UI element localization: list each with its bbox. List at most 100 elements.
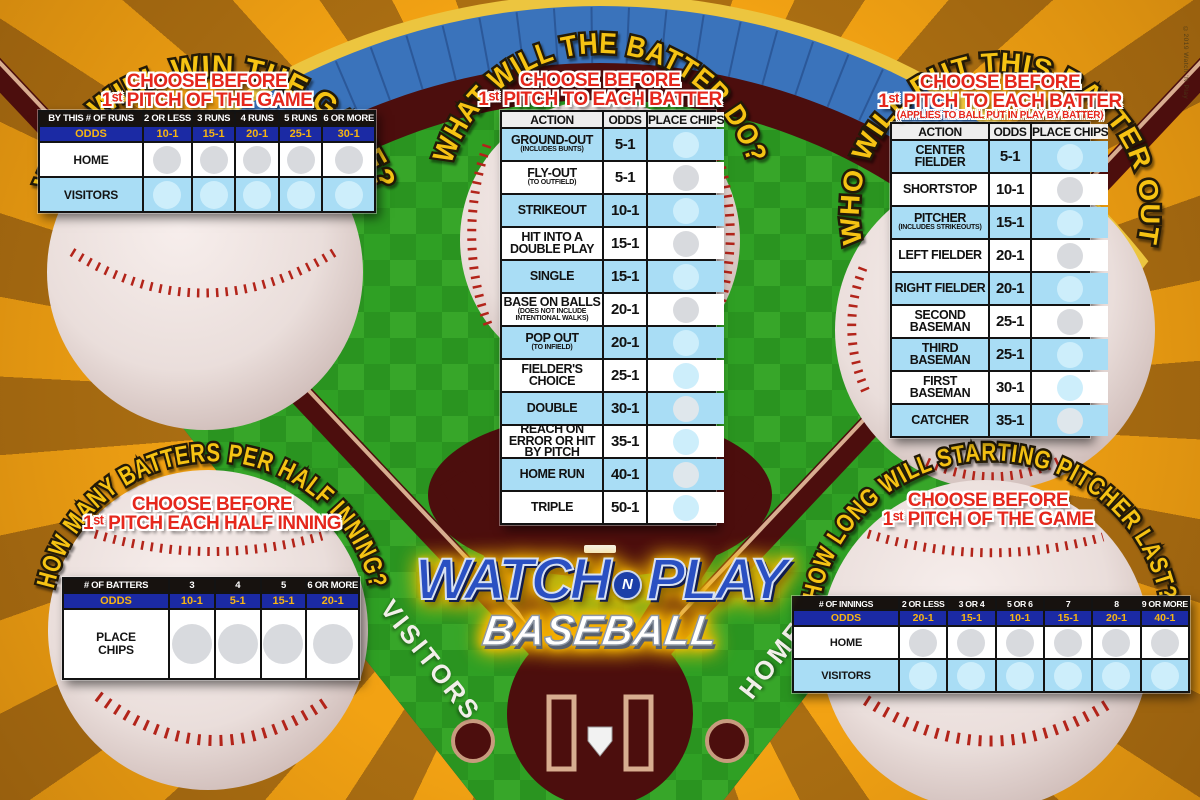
chip-slot[interactable] [648,426,725,457]
odds-label: ODDS [794,611,898,625]
subtitle-batter-do: CHOOSE BEFORE 1ˢᵗ PITCH TO EACH BATTER [478,70,722,110]
subtitle-batter-out: CHOOSE BEFORE 1ˢᵗ PITCH TO EACH BATTER (… [878,72,1122,122]
odds-value: 15-1 [604,228,646,259]
chip-slot[interactable] [261,610,306,678]
odds-value: 5-1 [604,129,646,160]
chip-slot[interactable] [1032,339,1109,370]
copyright-text: ©2019 Watch 'N Play [1182,26,1189,100]
row-label-visitors: VISITORS [794,660,898,691]
odds-value: 5-1 [215,594,260,608]
action-note: (INCLUDES BUNTS) [520,146,584,154]
chip-slot[interactable] [1093,627,1140,658]
stitches-icon [862,695,1111,747]
action-label: PITCHER [913,210,967,225]
chip-slot[interactable] [307,610,358,678]
odds-label: ODDS [40,127,142,141]
odds-value: 25-1 [604,360,646,391]
logo-n-circle-icon: N [612,569,643,600]
odds-value: 5-1 [604,162,646,193]
chip-slot[interactable] [1032,405,1109,436]
action-note: (TO INFIELD) [531,344,573,352]
chip-slot[interactable] [1141,660,1188,691]
game-logo: WATCH N PLAY BASEBALL [385,546,815,656]
chip-slot[interactable] [323,143,374,176]
chip-slot[interactable] [236,178,278,211]
chip-slot[interactable] [648,228,725,259]
chip-slot[interactable] [1032,372,1109,403]
panel-batter-do-table: ACTION ODDS PLACE CHIPS GROUND-OUT (INCLU… [500,110,725,525]
panel-win-game-table: BY THIS # OF RUNS 2 OR LESS 3 RUNS 4 RUN… [38,110,376,213]
chip-slot[interactable] [323,178,374,211]
odds-value: 20-1 [604,294,646,325]
column-header: 6 OR MORE [307,579,358,592]
chip-slot[interactable] [648,327,725,358]
chip-slot[interactable] [279,143,322,176]
column-header: BY THIS # OF RUNS [40,112,142,125]
chip-slot[interactable] [948,660,995,691]
chip-slot[interactable] [648,393,725,424]
chip-slot[interactable] [192,143,235,176]
chip-slot[interactable] [236,143,278,176]
chip-slot[interactable] [170,610,214,678]
chip-slot[interactable] [996,627,1043,658]
chip-slot[interactable] [279,178,322,211]
chip-slot[interactable] [648,261,725,292]
action-label: RIGHT FIELDER [894,280,986,295]
odds-value: 35-1 [604,426,646,457]
action-label: BASE ON BALLS [503,294,601,309]
chip-slot[interactable] [648,162,725,193]
chip-slot[interactable] [1032,207,1109,238]
stitches-icon [94,691,330,747]
chip-slot[interactable] [1032,240,1109,271]
chip-slot[interactable] [648,360,725,391]
action-label: SHORTSTOP [903,181,977,196]
action-note: (INCLUDES STRIKEOUTS) [898,224,982,232]
chip-slot[interactable] [1032,141,1109,172]
chip-slot[interactable] [144,178,191,211]
stitches-icon [69,246,341,298]
odds-value: 15-1 [1044,611,1092,625]
column-header: 2 OR LESS [144,112,191,125]
chip-slot[interactable] [900,627,947,658]
odds-value: 15-1 [261,594,306,608]
odds-value: 40-1 [1141,611,1188,625]
odds-value: 25-1 [990,339,1030,370]
chip-slot[interactable] [1044,660,1092,691]
odds-value: 20-1 [307,594,358,608]
column-header: 4 [215,579,260,592]
column-header: # OF BATTERS [64,579,168,592]
panel-batters-per-inning-table: # OF BATTERS 3 4 5 6 OR MORE ODDS 10-1 5… [62,577,360,680]
chip-slot[interactable] [648,195,725,226]
chip-slot[interactable] [1141,627,1188,658]
odds-value: 30-1 [990,372,1030,403]
chip-slot[interactable] [1093,660,1140,691]
odds-value: 10-1 [144,127,191,141]
chip-slot[interactable] [648,492,725,523]
column-header: 8 [1093,598,1140,609]
odds-value: 10-1 [170,594,214,608]
column-header: 5 RUNS [279,112,322,125]
chip-slot[interactable] [215,610,260,678]
action-label: FIELDER'S CHOICE [521,362,583,388]
left-batter-box [546,694,577,772]
left-on-deck-circle [451,719,495,763]
odds-value: 35-1 [990,405,1030,436]
odds-value: 15-1 [604,261,646,292]
column-header: 3 [170,579,214,592]
chip-slot[interactable] [948,627,995,658]
chip-slot[interactable] [1044,627,1092,658]
column-header: ACTION [502,112,602,127]
chip-slot[interactable] [648,129,725,160]
odds-value: 20-1 [604,327,646,358]
chip-slot[interactable] [996,660,1043,691]
odds-value: 15-1 [948,611,995,625]
chip-slot[interactable] [648,459,725,490]
chip-slot[interactable] [648,294,725,325]
chip-slot[interactable] [192,178,235,211]
chip-slot[interactable] [1032,306,1109,337]
chip-slot[interactable] [900,660,947,691]
column-header: 4 RUNS [236,112,278,125]
chip-slot[interactable] [1032,273,1109,304]
chip-slot[interactable] [144,143,191,176]
chip-slot[interactable] [1032,174,1109,205]
